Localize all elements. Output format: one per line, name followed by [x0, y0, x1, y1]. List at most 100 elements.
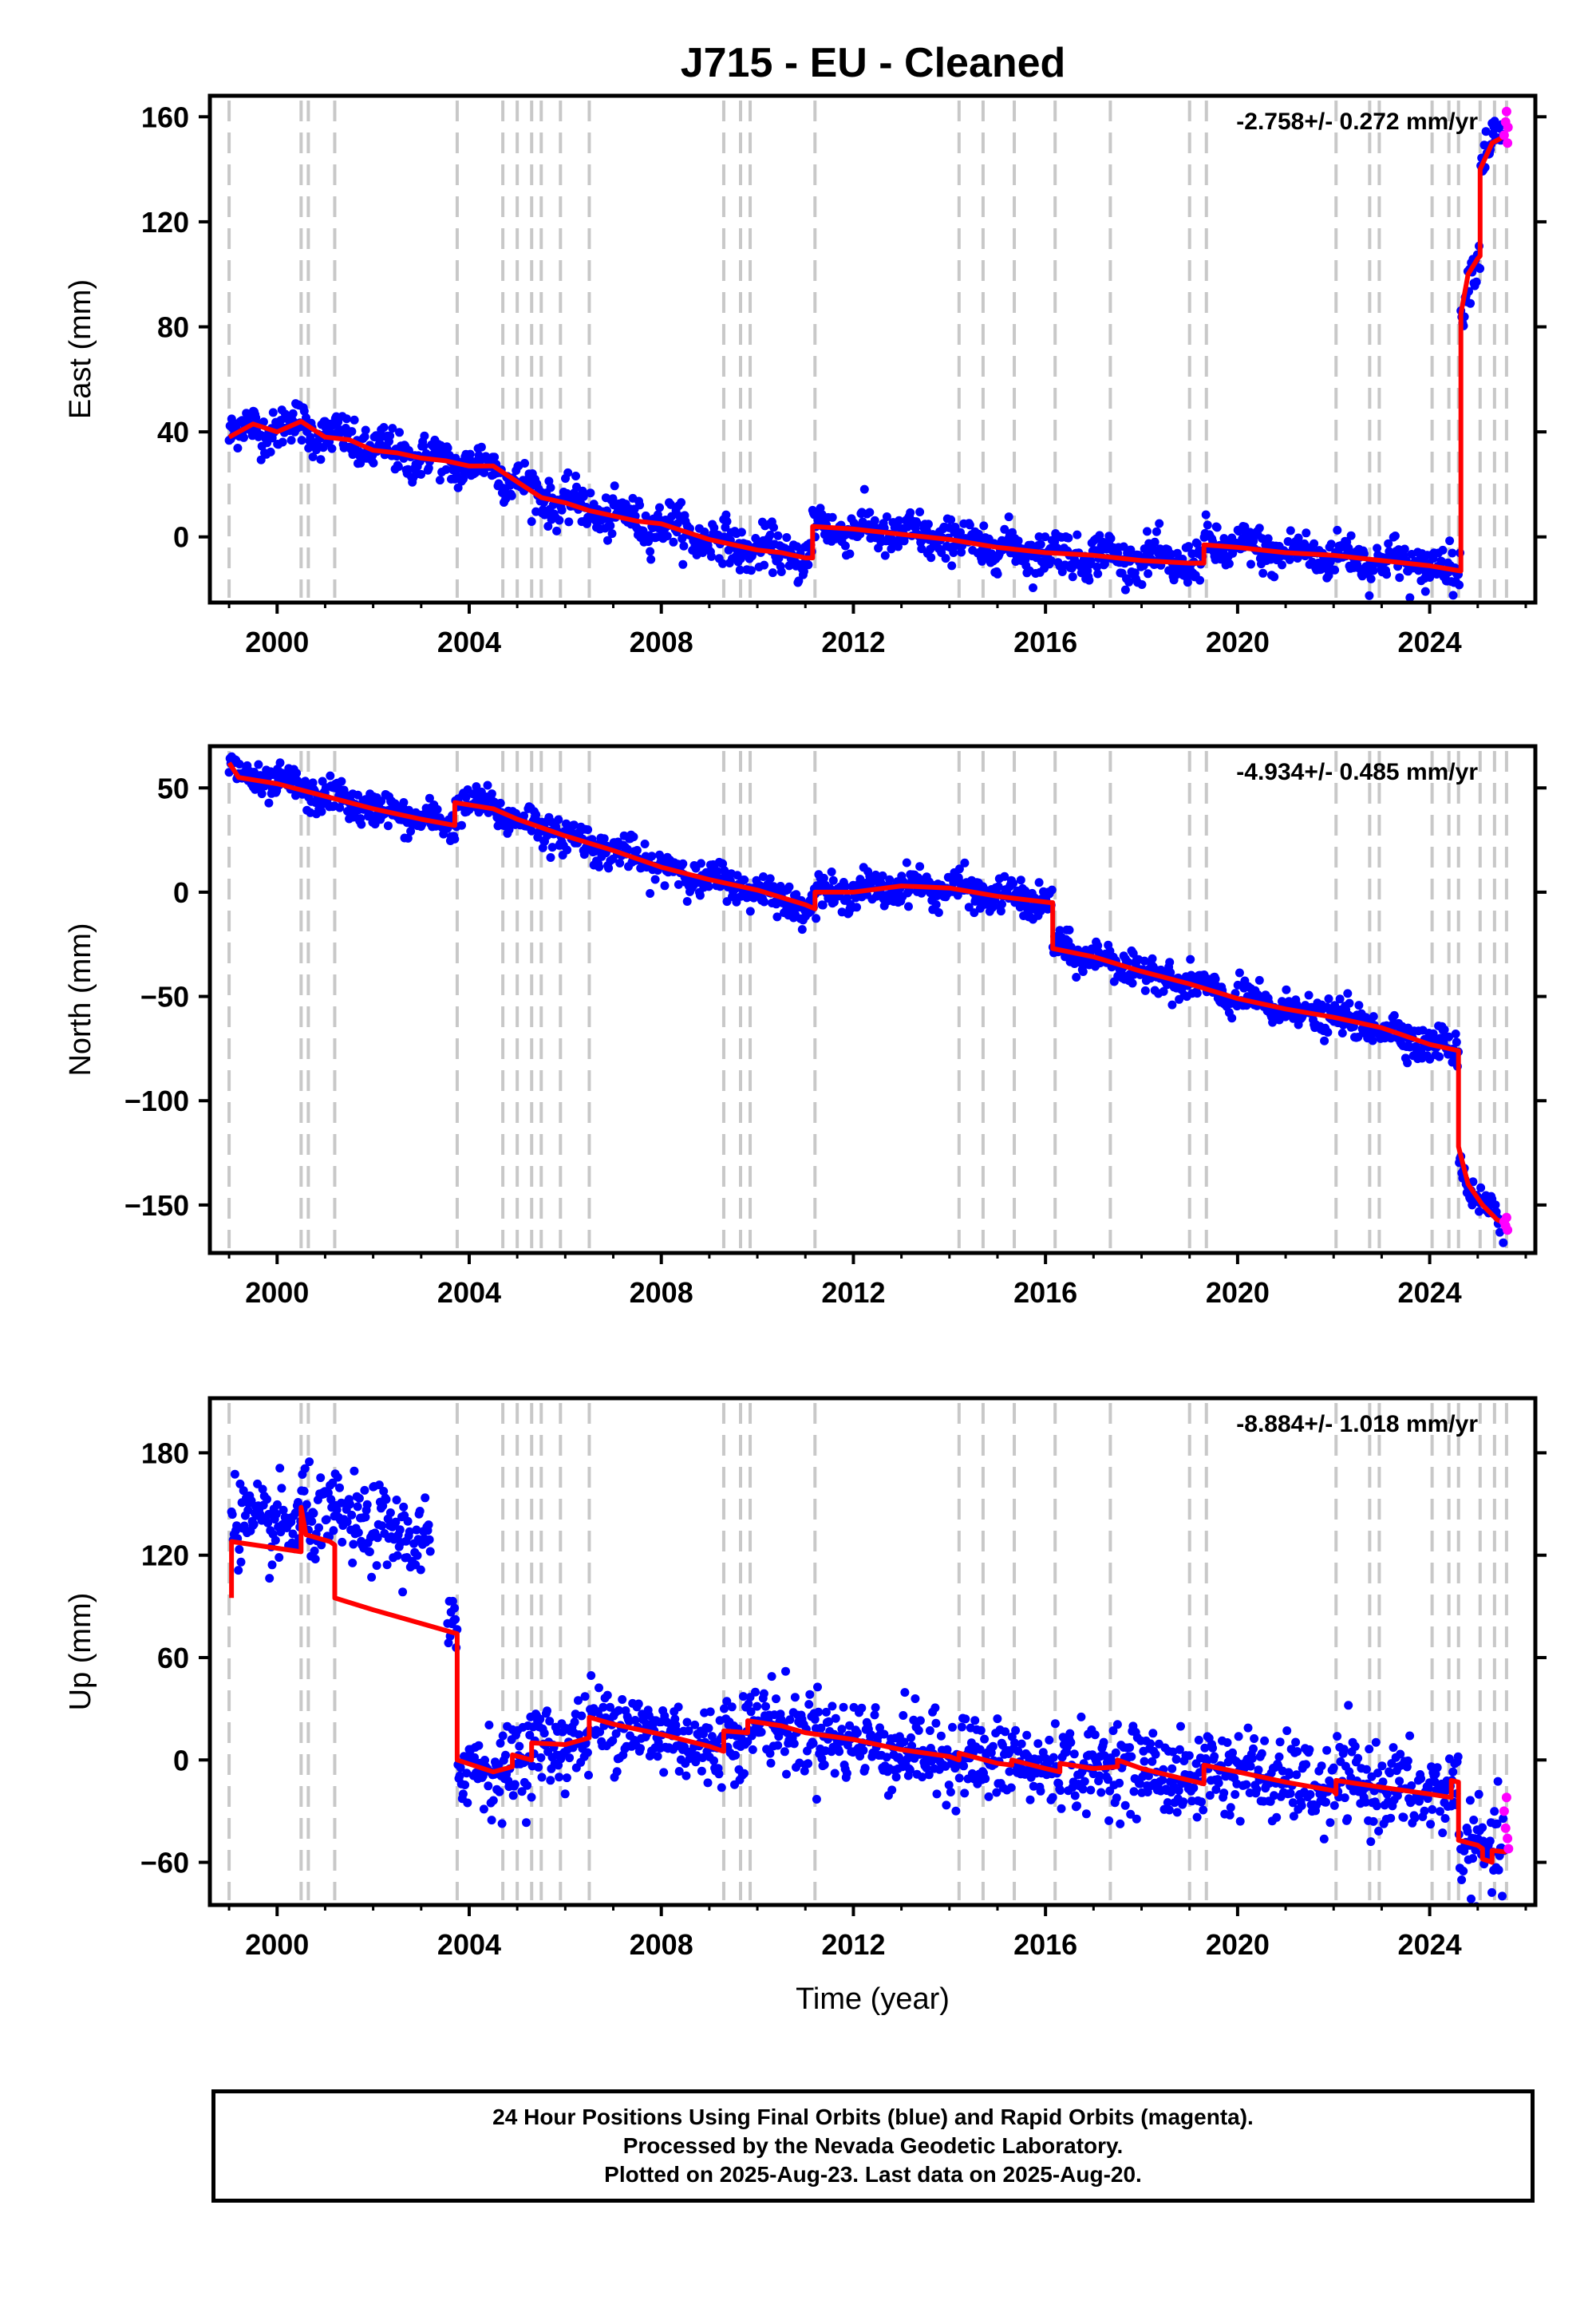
y-tick-label: 0 — [173, 521, 189, 554]
data-point — [860, 1764, 870, 1773]
data-point — [1393, 1791, 1402, 1800]
data-point — [239, 433, 248, 442]
x-tick-label: 2024 — [1398, 626, 1462, 658]
data-point — [949, 548, 958, 557]
data-point — [1034, 1755, 1044, 1765]
data-point — [1016, 875, 1025, 885]
data-point — [377, 1521, 387, 1531]
data-point — [365, 1547, 374, 1556]
data-point — [234, 1566, 243, 1575]
data-point — [1472, 277, 1481, 287]
data-point — [951, 1806, 961, 1816]
data-point — [1359, 549, 1369, 559]
data-point — [1285, 1770, 1294, 1779]
data-point — [373, 1533, 382, 1543]
data-point — [545, 1717, 555, 1726]
data-point — [1343, 1814, 1353, 1824]
data-point — [1374, 1826, 1384, 1836]
data-point — [1055, 926, 1065, 935]
data-point — [960, 1788, 970, 1798]
data-point — [1452, 1037, 1461, 1047]
data-point — [435, 476, 444, 485]
data-point — [1254, 1765, 1263, 1775]
data-point — [335, 1483, 344, 1492]
data-point — [587, 1671, 596, 1680]
data-point — [1487, 1887, 1496, 1897]
data-point — [1148, 954, 1157, 963]
data-point — [735, 565, 745, 575]
data-point — [1400, 544, 1409, 554]
data-point — [1176, 1721, 1185, 1731]
data-point — [1022, 1730, 1032, 1740]
model-line — [227, 132, 1508, 574]
data-point — [424, 1520, 433, 1530]
data-point — [1068, 572, 1077, 582]
data-point — [909, 1715, 918, 1725]
data-point — [970, 1716, 980, 1725]
data-point — [425, 1547, 435, 1556]
data-point — [1499, 1238, 1508, 1247]
data-point — [1120, 585, 1130, 595]
data-point — [583, 1748, 592, 1757]
data-point — [417, 469, 426, 479]
data-point — [448, 1596, 457, 1606]
data-point — [552, 526, 562, 536]
data-point — [347, 427, 357, 437]
data-point — [327, 444, 337, 453]
data-point — [1183, 578, 1192, 587]
rapid-point — [1499, 130, 1509, 140]
plot-frame — [207, 1396, 1538, 1907]
data-point — [907, 1741, 917, 1751]
data-point — [1283, 537, 1293, 546]
data-point — [1225, 1810, 1235, 1820]
data-point — [271, 1535, 280, 1545]
data-point — [1448, 548, 1457, 558]
x-tick-label: 2000 — [245, 1928, 309, 1961]
data-point — [879, 1729, 889, 1739]
data-point — [1192, 539, 1202, 548]
data-point — [646, 547, 655, 556]
data-point — [774, 553, 784, 563]
data-point — [957, 1722, 966, 1732]
data-point — [1340, 1793, 1349, 1803]
data-point — [1345, 998, 1354, 1008]
x-tick-label: 2004 — [437, 1276, 501, 1309]
data-point — [824, 1717, 834, 1726]
data-point — [1403, 1058, 1412, 1068]
data-point — [347, 1510, 357, 1520]
data-point — [751, 1687, 760, 1697]
data-point — [1048, 1792, 1057, 1802]
data-point — [943, 872, 953, 882]
data-point — [337, 777, 346, 786]
data-point — [994, 882, 1003, 891]
data-point — [1335, 994, 1345, 1004]
data-point — [264, 798, 274, 808]
data-point — [1453, 1752, 1463, 1761]
data-point — [1395, 1777, 1404, 1786]
data-point — [461, 792, 471, 802]
data-point — [425, 793, 434, 803]
data-point — [738, 1692, 748, 1701]
data-point — [476, 442, 486, 452]
data-point — [1013, 536, 1023, 546]
data-point — [577, 1711, 587, 1721]
data-point — [1386, 1813, 1396, 1823]
data-point — [450, 834, 460, 844]
data-point — [1459, 1867, 1468, 1875]
data-point — [1317, 1761, 1326, 1771]
rapid-orbit-points — [1499, 106, 1513, 148]
data-point — [1368, 1036, 1377, 1045]
data-point — [236, 1557, 246, 1567]
data-point — [263, 1518, 273, 1528]
rapid-point — [1500, 1823, 1511, 1833]
data-point — [718, 859, 728, 868]
data-point — [1369, 1012, 1378, 1022]
data-point — [660, 881, 670, 891]
x-tick-label: 2020 — [1206, 1276, 1270, 1309]
data-point — [1330, 565, 1340, 575]
data-point — [1416, 1774, 1426, 1784]
data-point — [300, 1464, 310, 1473]
data-point — [495, 1787, 504, 1796]
data-point — [277, 1484, 286, 1493]
data-point — [479, 1804, 488, 1814]
